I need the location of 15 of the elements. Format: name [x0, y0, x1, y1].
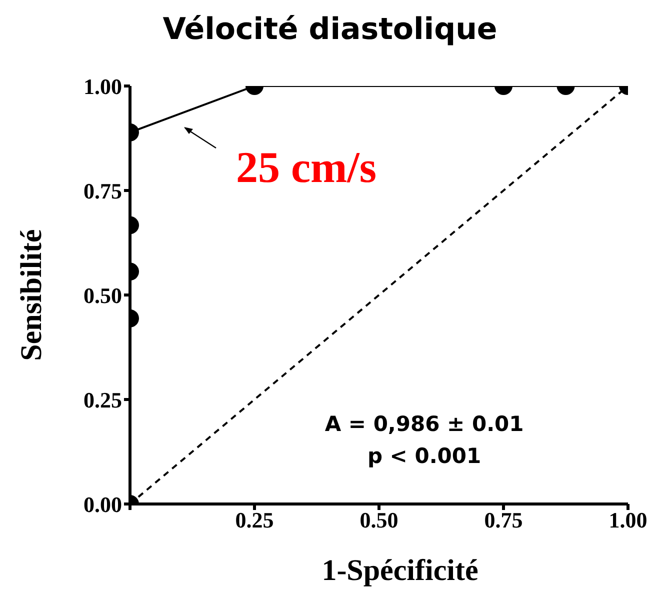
x-tick-label: 0.25 — [235, 508, 274, 533]
y-axis-title: Sensibilité — [15, 229, 49, 361]
y-tick-label: 0.50 — [84, 282, 122, 308]
x-tick-label: 1.00 — [608, 508, 648, 533]
x-tick-label: 0.75 — [484, 508, 523, 533]
y-tick-label: 1.00 — [84, 74, 122, 99]
annotation: p < 0.001 — [366, 444, 482, 468]
y-tick-label: 0.75 — [84, 178, 122, 204]
y-tick-label: 0.00 — [84, 492, 122, 517]
y-tick-label: 0.25 — [84, 387, 122, 412]
annotation: A = 0,986 ± 0.01 — [324, 412, 525, 436]
x-tick-label: 0.50 — [360, 508, 398, 533]
annotation: 25 cm/s — [236, 142, 377, 194]
x-axis-title: 1-Spécificité — [320, 554, 480, 588]
chart-title: Vélocité diastolique — [162, 12, 498, 47]
